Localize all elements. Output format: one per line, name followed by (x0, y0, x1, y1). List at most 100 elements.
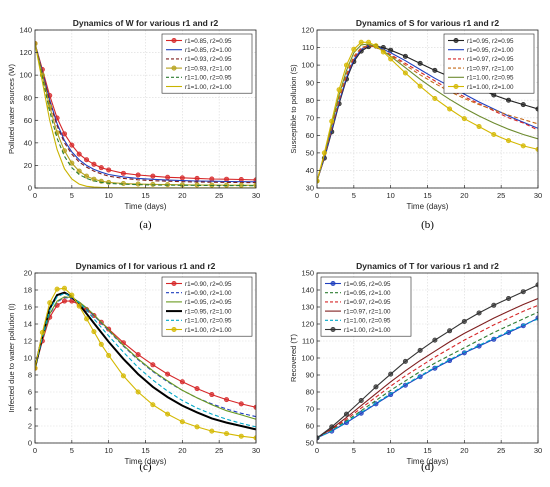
y-tick-label: 12 (24, 337, 32, 346)
y-tick-label: 110 (302, 337, 314, 346)
legend-marker (171, 37, 177, 43)
y-axis-label: Susceptible to pollution (S) (289, 64, 298, 154)
x-axis-label: Time (days) (125, 457, 167, 466)
y-tick-label: 120 (301, 320, 314, 329)
x-tick-label: 0 (315, 191, 319, 200)
series-point (417, 83, 423, 89)
y-tick-label: 14 (24, 320, 32, 329)
chart-panel-3: 0 5 10 15 20 25 30 0 2 4 6 8 10 12 14 16 18 20 Dynamics of… (7, 261, 260, 473)
series-point (106, 167, 112, 173)
legend-label: r1=0.95, r2=0.95 (185, 299, 232, 306)
x-tick-label: 5 (70, 191, 74, 200)
series-point (150, 362, 156, 368)
series-point (209, 176, 215, 182)
y-tick-label: 80 (24, 93, 32, 102)
series-point (343, 62, 349, 68)
series-group (317, 282, 538, 441)
legend-label: r1=0.85, r2=0.95 (185, 38, 232, 45)
y-tick-label: 18 (24, 286, 32, 295)
x-tick-label: 20 (178, 446, 186, 455)
legend: r1=0.95, r2=0.95 r1=0.95, r2=1.00 r1=0.97,… (443, 33, 535, 94)
x-tick-label: 15 (141, 446, 149, 455)
legend-marker (330, 326, 336, 332)
legend-label: r1=0.95, r2=0.95 (467, 38, 514, 45)
series-point (120, 170, 126, 176)
series-point (402, 70, 408, 76)
y-tick-label: 90 (306, 78, 314, 87)
chart-title: Dynamics of T for various r1 and r2 (356, 261, 499, 271)
x-tick-label: 30 (252, 446, 260, 455)
y-tick-label: 40 (24, 138, 32, 147)
y-tick-label: 120 (19, 48, 32, 57)
series-point (84, 157, 90, 163)
legend-label: r1=1.00, r2=1.00 (185, 84, 232, 91)
legend-label: r1=0.85, r2=1.00 (185, 47, 232, 54)
series-line-2 (35, 43, 256, 183)
series-point (179, 175, 185, 181)
y-tick-label: 30 (306, 184, 314, 193)
legend-marker (171, 326, 177, 332)
series-line-5 (35, 292, 256, 428)
legend-label: r1=0.95, r2=1.00 (467, 47, 514, 54)
series-point (373, 43, 379, 49)
series-point (402, 53, 408, 59)
y-tick-label: 0 (28, 439, 32, 448)
series-point (209, 428, 215, 434)
legend-label: r1=1.00, r2=1.00 (467, 84, 514, 91)
x-axis-label: Time (days) (125, 202, 167, 211)
y-axis-label: Polluted water sources (W) (7, 63, 16, 154)
series-line-3 (35, 43, 256, 184)
legend: r1=0.95, r2=0.95 r1=0.95, r2=1.00 r1=0.97,… (320, 276, 412, 337)
series-line-5 (35, 43, 256, 187)
series-point (120, 180, 126, 186)
y-tick-label: 20 (24, 161, 32, 170)
series-point (317, 435, 320, 441)
series-point (224, 397, 230, 403)
chart-title: Dynamics of W for various r1 and r2 (73, 18, 219, 28)
series-point (388, 371, 394, 377)
legend-label: r1=0.95, r2=1.00 (344, 290, 391, 297)
series-point (224, 431, 230, 437)
panel-caption: (d) (421, 461, 434, 473)
series-point (84, 316, 90, 322)
series-line-6 (317, 284, 538, 439)
x-axis-label: Time (days) (407, 457, 449, 466)
series-point (165, 182, 171, 188)
series-point (47, 300, 53, 306)
series-line-5 (317, 43, 538, 182)
series-point (69, 160, 75, 166)
x-tick-label: 5 (352, 191, 356, 200)
series-line-2 (35, 297, 256, 418)
x-tick-label: 20 (178, 191, 186, 200)
series-point (91, 161, 97, 167)
legend-label: r1=1.00, r2=1.00 (344, 327, 391, 334)
series-point (343, 411, 349, 417)
series-point (69, 292, 75, 298)
series-line-2 (317, 311, 538, 439)
y-tick-label: 100 (301, 61, 314, 70)
series-point (366, 39, 372, 45)
series-point (317, 178, 320, 184)
legend-label: r1=1.00, r2=0.95 (467, 75, 514, 82)
y-tick-label: 140 (301, 286, 314, 295)
y-tick-label: 8 (28, 371, 32, 380)
y-tick-label: 50 (306, 439, 314, 448)
series-point (447, 106, 453, 112)
y-tick-label: 70 (306, 405, 314, 414)
series-point (61, 298, 67, 304)
series-point (84, 173, 90, 179)
x-tick-label: 15 (423, 191, 431, 200)
legend-label: r1=1.00, r2=0.95 (185, 75, 232, 82)
x-tick-label: 5 (70, 446, 74, 455)
panel-caption: (a) (139, 219, 152, 231)
series-point (106, 352, 112, 358)
series-point (194, 175, 200, 181)
series-point (179, 379, 185, 385)
legend-label: r1=1.00, r2=0.95 (344, 318, 391, 325)
series-point (351, 46, 357, 52)
series-point (432, 337, 438, 343)
series-point (253, 182, 256, 188)
legend-label: r1=0.90, r2=0.95 (185, 281, 232, 288)
y-tick-label: 16 (24, 303, 32, 312)
